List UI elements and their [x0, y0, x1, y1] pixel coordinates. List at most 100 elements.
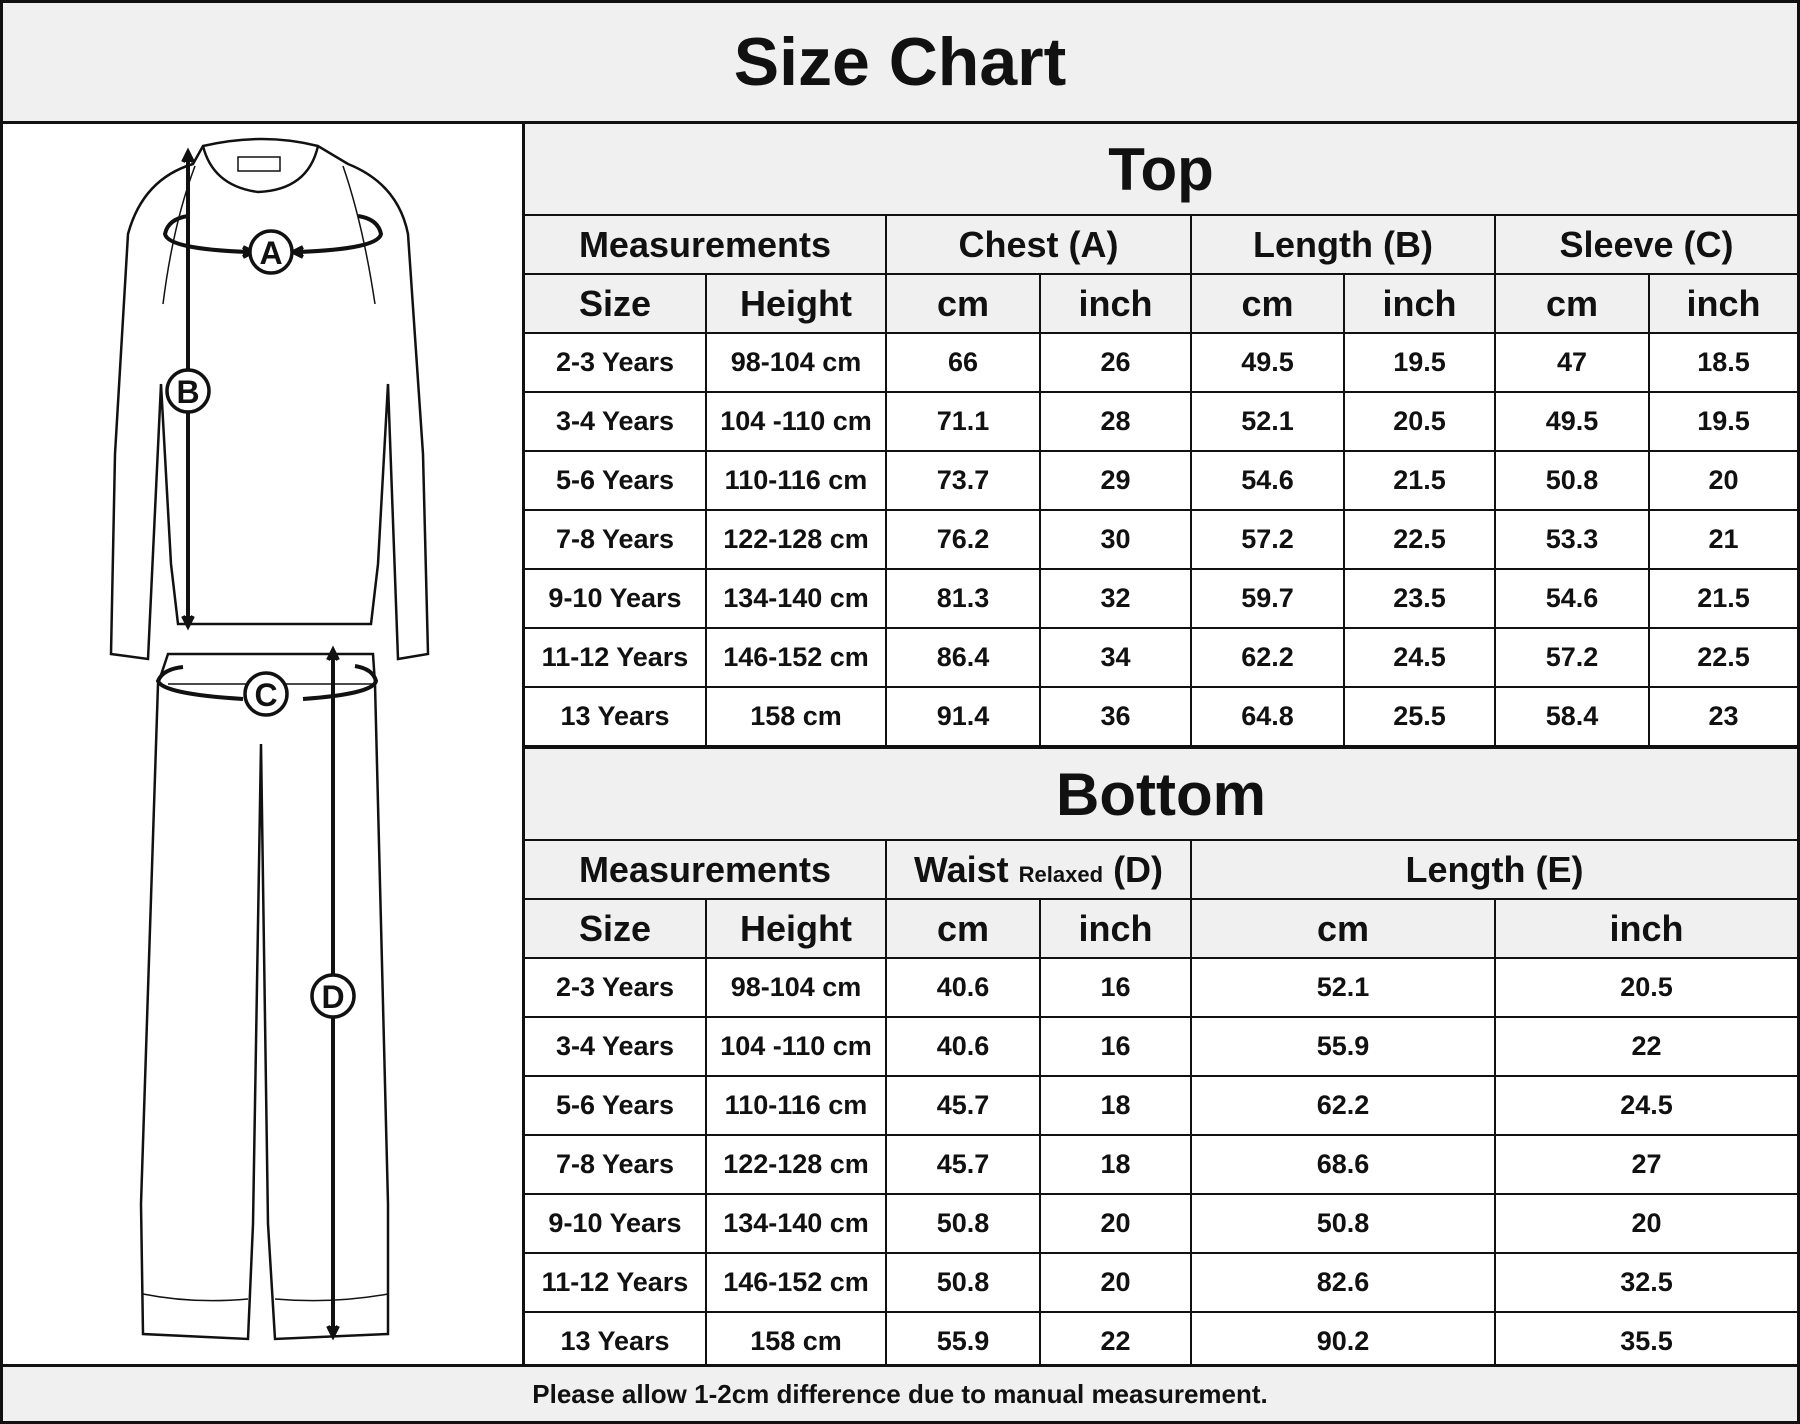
bottom-group-header-row: Measurements Waist Relaxed (D) Length (E… — [525, 839, 1798, 900]
sub-header: Height — [705, 273, 887, 334]
table-cell: 20 — [1648, 450, 1797, 511]
table-cell: 58.4 — [1494, 686, 1650, 747]
table-cell: 20.5 — [1493, 957, 1798, 1018]
label-c-icon: C — [243, 671, 289, 717]
top-sub-header-row: Size Height cm inch cm inch cm inch — [525, 273, 1797, 334]
top-table-row: 2-3 Years 98-104 cm 66 26 49.5 19.5 47 18.5 — [525, 332, 1797, 393]
sub-header: cm — [1190, 273, 1345, 334]
top-table-row: 5-6 Years 110-116 cm 73.7 29 54.6 21.5 50.8 20 — [525, 450, 1797, 511]
bottom-table-row: 13 Years 158 cm 55.9 22 90.2 35.5 — [525, 1311, 1798, 1372]
header-waist: Waist Relaxed (D) — [885, 839, 1192, 900]
table-cell: 35.5 — [1493, 1311, 1798, 1372]
table-cell: 11-12 Years — [525, 1252, 707, 1313]
table-cell: 91.4 — [885, 686, 1041, 747]
sub-header: Size — [525, 898, 707, 959]
sub-header: Size — [525, 273, 707, 334]
table-cell: 122-128 cm — [705, 509, 887, 570]
header-sleeve: Sleeve (C) — [1494, 214, 1797, 275]
table-cell: 104 -110 cm — [705, 1016, 887, 1077]
table-cell: 22.5 — [1648, 627, 1797, 688]
table-cell: 2-3 Years — [525, 332, 707, 393]
table-cell: 52.1 — [1190, 391, 1345, 452]
table-cell: 62.2 — [1190, 627, 1345, 688]
table-cell: 5-6 Years — [525, 1075, 707, 1136]
sub-header: cm — [1190, 898, 1496, 959]
bottom-table: Bottom Measurements Waist Relaxed (D) Le… — [525, 747, 1798, 1372]
sub-header: Height — [705, 898, 887, 959]
table-cell: 71.1 — [885, 391, 1041, 452]
table-cell: 86.4 — [885, 627, 1041, 688]
table-cell: 16 — [1039, 1016, 1192, 1077]
table-cell: 22.5 — [1343, 509, 1496, 570]
table-cell: 82.6 — [1190, 1252, 1496, 1313]
bottom-table-row: 7-8 Years 122-128 cm 45.7 18 68.6 27 — [525, 1134, 1798, 1195]
waist-label: Waist — [913, 848, 1009, 890]
footer-note: Please allow 1-2cm difference due to man… — [3, 1364, 1797, 1421]
table-cell: 29 — [1039, 450, 1192, 511]
label-a-icon: A — [248, 229, 294, 275]
table-cell: 50.8 — [885, 1193, 1041, 1254]
table-cell: 90.2 — [1190, 1311, 1496, 1372]
sub-header: cm — [885, 898, 1041, 959]
sub-header: cm — [1494, 273, 1650, 334]
table-cell: 62.2 — [1190, 1075, 1496, 1136]
relaxed-label: Relaxed — [1018, 861, 1104, 887]
table-cell: 52.1 — [1190, 957, 1496, 1018]
table-cell: 13 Years — [525, 686, 707, 747]
bottom-table-row: 2-3 Years 98-104 cm 40.6 16 52.1 20.5 — [525, 957, 1798, 1018]
table-cell: 55.9 — [1190, 1016, 1496, 1077]
table-cell: 50.8 — [1190, 1193, 1496, 1254]
table-cell: 19.5 — [1343, 332, 1496, 393]
table-cell: 98-104 cm — [705, 332, 887, 393]
label-b-icon: B — [165, 368, 211, 414]
measurement-arrows — [155, 147, 384, 1341]
table-cell: 59.7 — [1190, 568, 1345, 629]
table-cell: 53.3 — [1494, 509, 1650, 570]
table-cell: 49.5 — [1494, 391, 1650, 452]
table-cell: 26 — [1039, 332, 1192, 393]
table-cell: 66 — [885, 332, 1041, 393]
label-d-icon: D — [310, 973, 356, 1019]
table-cell: 55.9 — [885, 1311, 1041, 1372]
top-table-row: 9-10 Years 134-140 cm 81.3 32 59.7 23.5 54.6 21… — [525, 568, 1797, 629]
garment-diagram: A B C D — [3, 124, 525, 1364]
table-cell: 20 — [1493, 1193, 1798, 1254]
top-table-row: 11-12 Years 146-152 cm 86.4 34 62.2 24.5 57.2 2… — [525, 627, 1797, 688]
table-cell: 9-10 Years — [525, 568, 707, 629]
sub-header: inch — [1493, 898, 1798, 959]
header-measurements: Measurements — [525, 839, 887, 900]
table-cell: 2-3 Years — [525, 957, 707, 1018]
table-cell: 21.5 — [1648, 568, 1797, 629]
table-cell: 104 -110 cm — [705, 391, 887, 452]
table-cell: 11-12 Years — [525, 627, 707, 688]
table-cell: 64.8 — [1190, 686, 1345, 747]
table-cell: 22 — [1039, 1311, 1192, 1372]
table-cell: 3-4 Years — [525, 1016, 707, 1077]
table-cell: 13 Years — [525, 1311, 707, 1372]
bottom-table-row: 3-4 Years 104 -110 cm 40.6 16 55.9 22 — [525, 1016, 1798, 1077]
sub-header: inch — [1343, 273, 1496, 334]
table-cell: 57.2 — [1190, 509, 1345, 570]
pants-drawing — [139, 652, 390, 1341]
table-cell: 122-128 cm — [705, 1134, 887, 1195]
svg-text:C: C — [254, 677, 277, 713]
table-cell: 110-116 cm — [705, 450, 887, 511]
table-cell: 25.5 — [1343, 686, 1496, 747]
sub-header: inch — [1039, 273, 1192, 334]
bottom-table-row: 9-10 Years 134-140 cm 50.8 20 50.8 20 — [525, 1193, 1798, 1254]
header-length: Length (B) — [1190, 214, 1496, 275]
table-cell: 18 — [1039, 1134, 1192, 1195]
table-cell: 18 — [1039, 1075, 1192, 1136]
table-cell: 98-104 cm — [705, 957, 887, 1018]
table-cell: 20 — [1039, 1193, 1192, 1254]
pajama-illustration: A B C D — [109, 137, 430, 1341]
table-cell: 5-6 Years — [525, 450, 707, 511]
table-cell: 21 — [1648, 509, 1797, 570]
bottom-table-row: 5-6 Years 110-116 cm 45.7 18 62.2 24.5 — [525, 1075, 1798, 1136]
waist-code: (D) — [1113, 848, 1164, 890]
top-group-header-row: Measurements Chest (A) Length (B) Sleeve… — [525, 214, 1797, 275]
top-table-row: 7-8 Years 122-128 cm 76.2 30 57.2 22.5 53.3 21 — [525, 509, 1797, 570]
svg-text:D: D — [321, 979, 344, 1015]
table-cell: 3-4 Years — [525, 391, 707, 452]
